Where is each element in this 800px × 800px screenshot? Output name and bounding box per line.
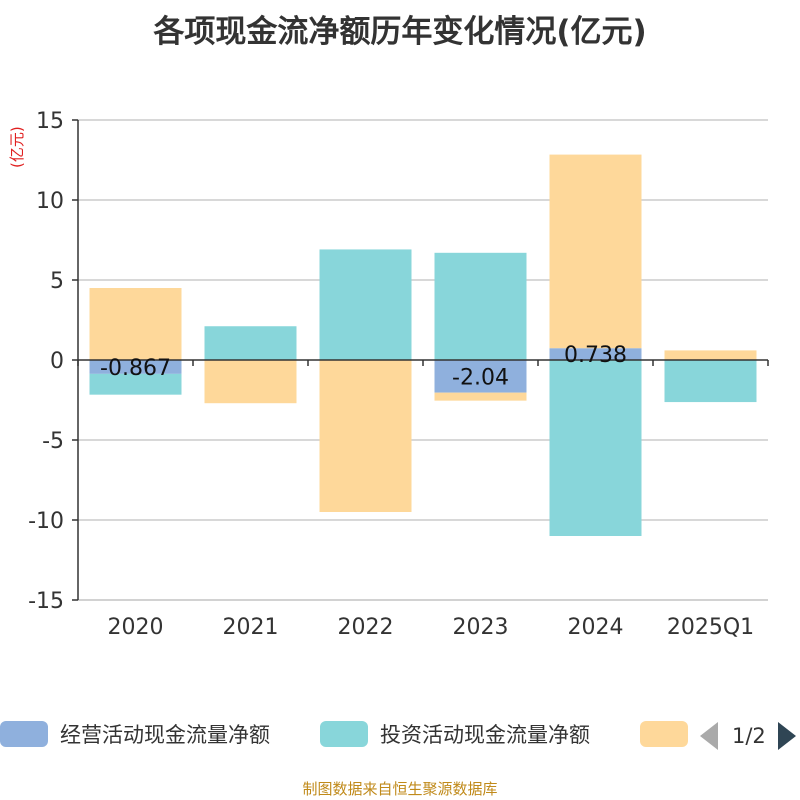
pager-next-icon[interactable]	[777, 722, 796, 750]
x-tick-label: 2023	[453, 615, 509, 640]
legend-label: 经营活动现金流量净额	[60, 723, 270, 747]
legend-swatch	[320, 721, 368, 747]
data-label: 0.738	[564, 343, 627, 368]
legend-label: 投资活动现金流量净额	[380, 723, 590, 747]
y-tick-label: -5	[42, 429, 64, 454]
bar	[204, 326, 297, 360]
y-tick-label: 5	[50, 269, 64, 294]
bar	[434, 252, 527, 360]
y-tick-label: 15	[36, 109, 64, 134]
y-tick-label: 0	[50, 349, 64, 374]
x-tick-label: 2025Q1	[667, 615, 754, 640]
bar	[204, 360, 297, 404]
x-tick-label: 2022	[338, 615, 394, 640]
x-tick-label: 2024	[568, 615, 624, 640]
axes: 15 10 5 0 -5 -10 -15 2020 2021 2022 2023 2024 2025Q1	[28, 109, 769, 640]
bar	[89, 360, 182, 374]
y-tick-label: -15	[28, 589, 64, 614]
x-tick-label: 2021	[223, 615, 279, 640]
legend-item-financing[interactable]	[640, 716, 688, 752]
bar	[549, 154, 642, 349]
bar	[664, 360, 757, 403]
x-tick-label: 2020	[108, 615, 164, 640]
legend-pager: 1/2	[700, 718, 796, 754]
chart-area: 15 10 5 0 -5 -10 -15 2020 2021 2022 2023 2024 2025Q1…	[28, 109, 769, 640]
legend-item-operating[interactable]: 经营活动现金流量净额	[0, 716, 270, 752]
legend-swatch	[0, 721, 48, 747]
bar	[89, 288, 182, 360]
y-tick-label: 10	[36, 189, 64, 214]
legend-swatch	[640, 721, 688, 747]
source-note: 制图数据来自恒生聚源数据库	[302, 780, 498, 798]
bar	[89, 373, 182, 395]
bar	[434, 392, 527, 401]
legend-item-investing[interactable]: 投资活动现金流量净额	[320, 716, 590, 752]
gridlines	[78, 119, 768, 601]
y-tick-label: -10	[28, 509, 64, 534]
bar	[319, 360, 412, 512]
bar	[549, 360, 642, 536]
data-label: -0.867	[100, 356, 171, 381]
bars	[89, 154, 757, 536]
legend: 经营活动现金流量净额 投资活动现金流量净额 1/2	[0, 716, 800, 756]
bar	[664, 350, 757, 360]
bar	[434, 360, 527, 393]
chart-title: 各项现金流净额历年变化情况(亿元)	[153, 14, 647, 50]
data-label: -2.04	[452, 365, 509, 390]
pager-prev-icon[interactable]	[700, 722, 718, 750]
pager-page-text: 1/2	[732, 724, 766, 748]
bar	[549, 348, 642, 360]
data-labels: -0.867 -2.04 0.738	[100, 343, 627, 390]
bar	[319, 249, 412, 360]
